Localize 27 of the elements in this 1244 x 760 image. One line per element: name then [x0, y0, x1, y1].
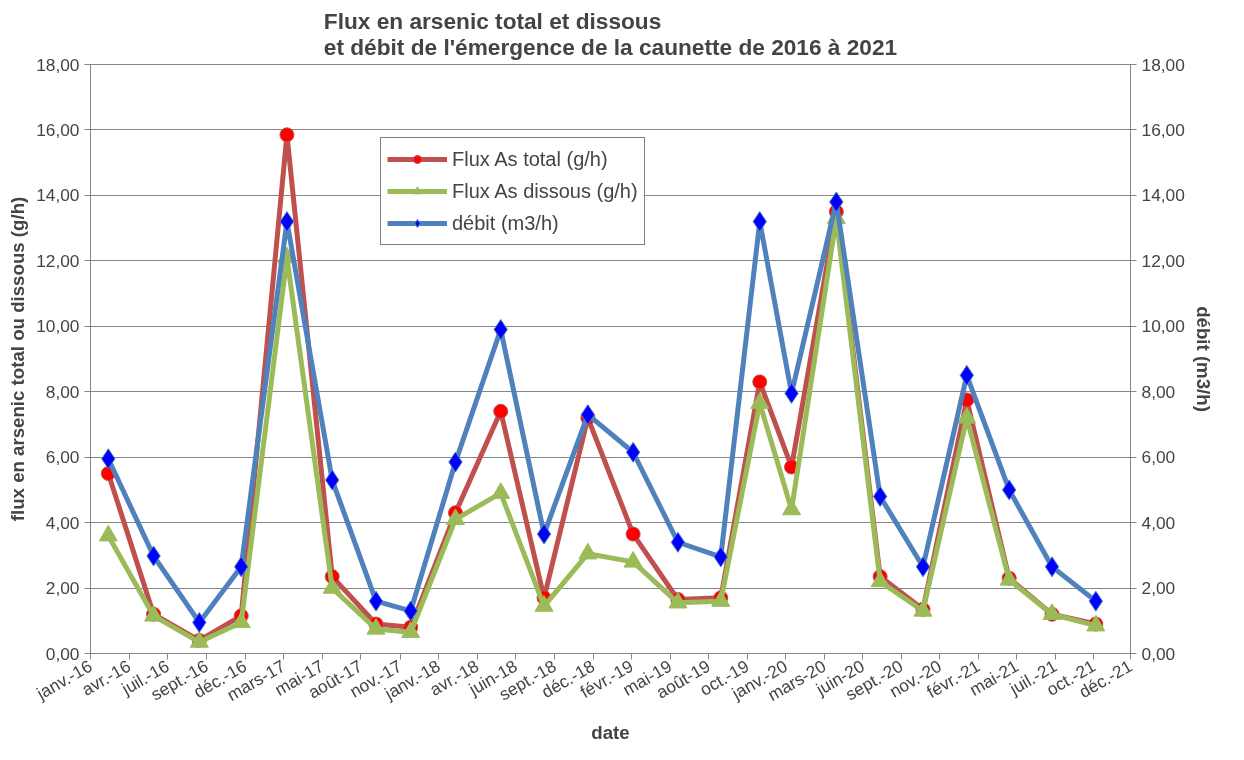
legend-label: Flux As dissous (g/h)	[452, 178, 638, 204]
chart-title: Flux en arsenic total et dissous et débit de l'émergence de la caunette de 2016 à 2021	[323, 7, 898, 60]
y2-tick-label: 2,00	[1141, 578, 1176, 599]
legend-label: débit (m3/h)	[452, 210, 559, 236]
y-tick-label: 18,00	[36, 54, 80, 75]
y-tick-label: 14,00	[36, 185, 80, 206]
y-tick-label: 12,00	[36, 250, 80, 271]
y2-tick-label: 10,00	[1141, 316, 1185, 337]
y2-tick-label: 6,00	[1141, 447, 1176, 468]
y-tick-label: 16,00	[36, 119, 80, 140]
legend-label: Flux As total (g/h)	[452, 146, 608, 172]
y-axis-title: flux en arsenic total ou dissous (g/h)	[7, 196, 29, 522]
y-tick-label: 2,00	[45, 578, 80, 599]
y2-axis-title: débit (m3/h)	[1192, 306, 1214, 412]
y2-tick-label: 12,00	[1141, 250, 1185, 271]
y2-tick-label: 0,00	[1141, 643, 1176, 664]
y2-tick-label: 8,00	[1141, 381, 1176, 402]
x-axis-title: date	[591, 721, 630, 743]
y2-tick-label: 4,00	[1141, 512, 1176, 533]
y-tick-label: 6,00	[45, 447, 80, 468]
y-tick-label: 10,00	[36, 316, 80, 337]
y2-tick-label: 14,00	[1141, 185, 1185, 206]
y2-tick-label: 18,00	[1141, 54, 1185, 75]
y-tick-label: 4,00	[45, 512, 80, 533]
y2-tick-label: 16,00	[1141, 119, 1185, 140]
y-tick-label: 8,00	[45, 381, 80, 402]
y-tick-label: 0,00	[45, 643, 80, 664]
